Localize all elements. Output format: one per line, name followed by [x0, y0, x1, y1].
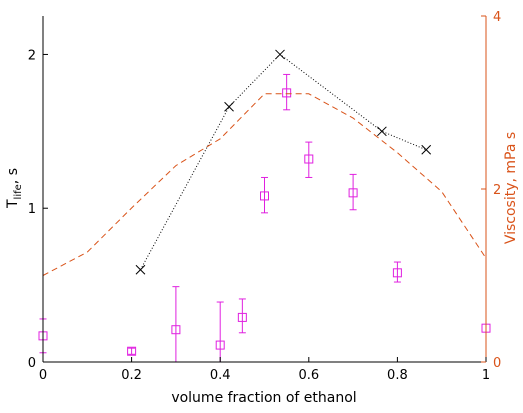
y-right-tick-label: 4 [493, 10, 501, 25]
y-left-tick-label: 0 [28, 356, 36, 371]
x-tick-label: 0.8 [387, 368, 408, 383]
x-axis-label: volume fraction of ethanol [171, 390, 356, 406]
x-tick-label: 0.6 [298, 368, 319, 383]
measurement-point [215, 301, 225, 363]
y-right-tick-label: 2 [493, 183, 501, 198]
measurement-point [392, 261, 402, 283]
square-marker [304, 154, 314, 164]
measurement-point [171, 286, 181, 363]
left-axis-label-unit: , s [5, 168, 21, 184]
measurement-point [282, 73, 292, 111]
viscosity-dashed-line [42, 93, 487, 276]
x-marker-stroke [377, 126, 387, 137]
x-tick-label: 0.2 [121, 368, 142, 383]
square-marker [171, 325, 181, 335]
square-marker [215, 340, 225, 350]
left-axis-label: Tlife, s [5, 168, 24, 209]
measurement-point [237, 298, 247, 334]
left-axis-label-main: T [5, 199, 21, 209]
plot-layer [38, 49, 491, 363]
tlife-x-marker [224, 101, 234, 112]
x-tick-label: 1 [482, 368, 490, 383]
x-marker-stroke [275, 49, 285, 60]
measurement-point [260, 176, 269, 214]
x-tick-label: 0.4 [210, 368, 231, 383]
left-axis-label-subscript: life [13, 184, 24, 199]
y-right-tick-label: 0 [493, 356, 501, 371]
tlife-x-marker [377, 126, 387, 137]
measurement-point [304, 141, 314, 178]
square-marker [260, 191, 269, 201]
x-tick-label: 0 [39, 368, 47, 383]
square-marker [237, 312, 247, 322]
square-marker [392, 268, 402, 278]
y-left-tick-label: 2 [28, 48, 36, 63]
right-axis-label: Viscosity, mPa s [503, 132, 519, 244]
tlife-x-marker [135, 264, 146, 275]
tlife-x-marker [275, 49, 285, 60]
tlife-x-marker [421, 144, 432, 155]
measurement-point [127, 346, 137, 356]
y-left-tick-label: 1 [28, 202, 36, 217]
x-marker-stroke [224, 101, 234, 112]
measurement-point [348, 173, 358, 211]
x-marker-stroke [135, 264, 146, 275]
square-marker [282, 88, 292, 98]
tlife-dotted-line [140, 53, 427, 270]
x-marker-stroke [421, 144, 432, 155]
square-marker [127, 346, 137, 356]
square-marker [348, 188, 358, 198]
